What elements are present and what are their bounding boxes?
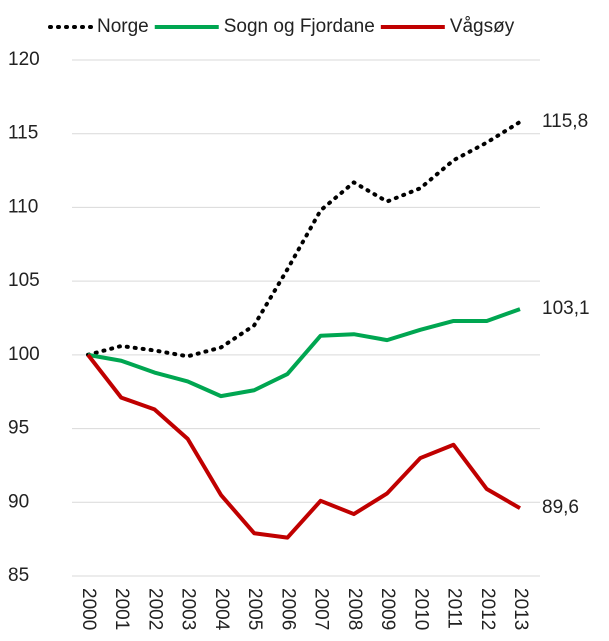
legend-label: Sogn og Fjordane [224,16,375,37]
y-tick-label: 100 [8,344,40,365]
y-tick-label: 120 [8,49,40,70]
x-tick-label: 2010 [410,588,431,630]
x-tick-label: 2013 [510,588,531,630]
y-tick-label: 115 [8,123,38,144]
x-tick-label: 2005 [244,588,265,630]
y-tick-label: 90 [8,491,29,512]
x-tick-label: 2007 [311,588,332,630]
x-tick-label: 2011 [444,588,465,629]
x-tick-label: 2004 [211,588,232,631]
x-tick-label: 2000 [78,588,99,630]
y-tick-label: 95 [8,418,29,439]
x-tick-label: 2012 [477,588,498,630]
y-tick-label: 105 [8,270,40,291]
series-line [87,307,521,399]
legend-label: Norge [97,16,149,37]
x-tick-label: 2001 [111,588,132,630]
data-label: 103,1 [542,298,590,319]
legend-label: Vågsøy [450,16,515,37]
y-tick-label: 85 [8,565,29,586]
x-tick-label: 2006 [277,588,298,630]
y-tick-label: 110 [8,196,38,217]
series-line [86,119,522,359]
x-tick-label: 2002 [144,588,165,630]
data-label: 89,6 [542,497,579,518]
data-label: 115,8 [542,111,588,132]
series-line [86,353,521,540]
x-tick-label: 2008 [344,588,365,630]
x-tick-label: 2009 [377,588,398,630]
x-tick-label: 2003 [178,588,199,630]
